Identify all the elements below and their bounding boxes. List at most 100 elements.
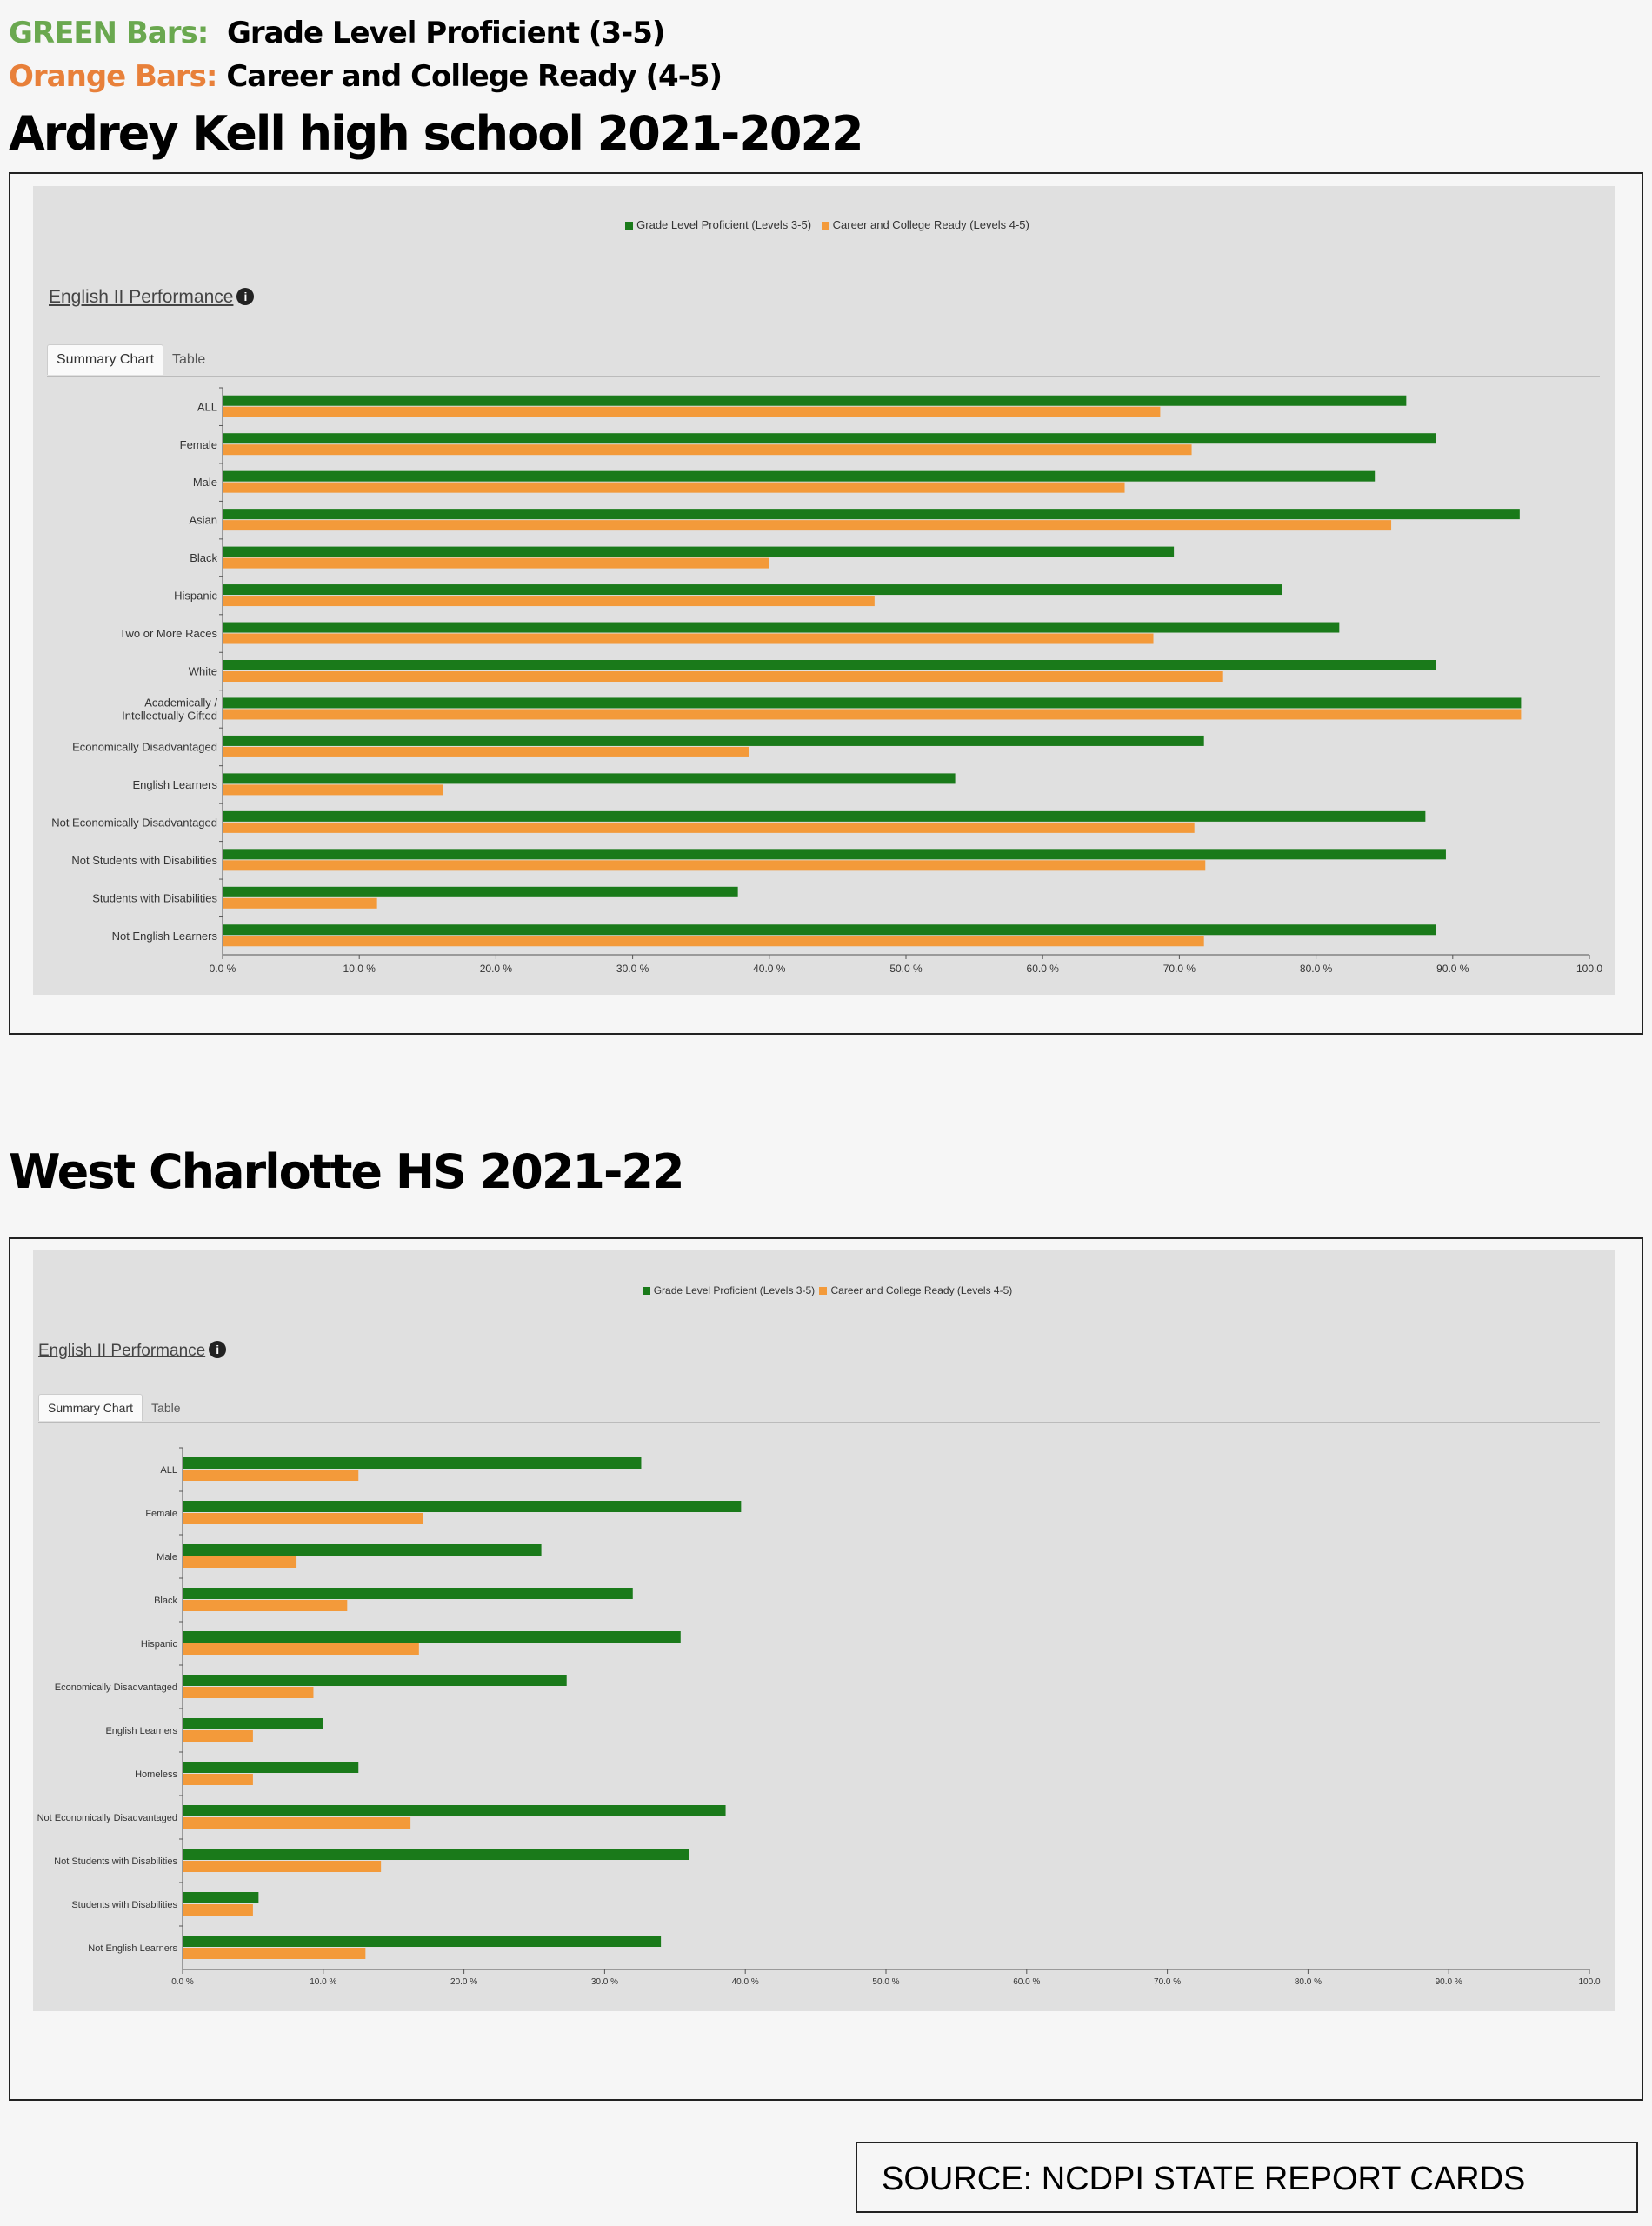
chart-box-1: Grade Level Proficient (Levels 3-5) Care… xyxy=(9,172,1643,1035)
chart-panel-1: Grade Level Proficient (Levels 3-5) Care… xyxy=(33,186,1615,995)
category-label: Male xyxy=(193,476,217,489)
category-label: ALL xyxy=(160,1465,177,1476)
category-label: Not Economically Disadvantaged xyxy=(37,1813,177,1823)
category-label: Academically / xyxy=(144,696,217,710)
orange-key: Orange Bars: Career and College Ready (4… xyxy=(9,59,723,94)
bar-career-college-ready xyxy=(183,1600,348,1611)
legend-swatch-green xyxy=(625,222,634,230)
category-label: Economically Disadvantaged xyxy=(72,740,217,753)
bar-career-college-ready xyxy=(223,822,1195,833)
bar-chart-2: ALL Female Male Black Hispanic Economically D… xyxy=(37,1447,1601,1987)
category-label: Asian xyxy=(189,514,217,527)
performance-title-link[interactable]: English II Performance i xyxy=(38,1341,227,1361)
performance-title-link[interactable]: English II Performance i xyxy=(49,287,255,308)
bar-career-college-ready xyxy=(223,596,875,607)
bar-grade-level-proficient xyxy=(223,395,1407,406)
bar-grade-level-proficient xyxy=(183,1631,681,1643)
x-tick-label: 40.0 % xyxy=(753,963,786,975)
green-key-desc: Grade Level Proficient (3-5) xyxy=(226,16,665,50)
bar-grade-level-proficient xyxy=(223,509,1520,520)
bar-grade-level-proficient xyxy=(183,1762,359,1773)
x-tick-label: 30.0 % xyxy=(591,1977,618,1987)
x-tick-label: 50.0 % xyxy=(872,1977,899,1987)
x-tick-label: 60.0 % xyxy=(1013,1977,1040,1987)
x-tick-label: 100.0 xyxy=(1578,1977,1600,1987)
bar-grade-level-proficient xyxy=(223,433,1436,444)
orange-key-label: Orange Bars: xyxy=(9,59,218,94)
info-icon[interactable]: i xyxy=(209,1341,227,1358)
bar-career-college-ready xyxy=(183,1774,253,1785)
bar-grade-level-proficient xyxy=(183,1501,742,1512)
x-tick-label: 40.0 % xyxy=(732,1977,759,1987)
bar-career-college-ready xyxy=(183,1470,359,1481)
chart-box-2: Grade Level Proficient (Levels 3-5) Care… xyxy=(9,1237,1643,2101)
bar-career-college-ready xyxy=(223,406,1161,417)
x-tick-label: 50.0 % xyxy=(889,963,923,975)
tab-summary-chart[interactable]: Summary Chart xyxy=(38,1394,143,1421)
chart-panel-2: Grade Level Proficient (Levels 3-5) Care… xyxy=(33,1250,1615,2011)
category-label: Hispanic xyxy=(141,1639,178,1650)
bar-grade-level-proficient xyxy=(183,1892,259,1903)
x-tick-label: 10.0 % xyxy=(310,1977,336,1987)
bar-grade-level-proficient xyxy=(223,546,1175,557)
performance-title[interactable]: English II Performance xyxy=(38,1342,206,1360)
category-label: Black xyxy=(190,551,217,564)
bar-grade-level-proficient xyxy=(183,1805,726,1816)
x-tick-label: 30.0 % xyxy=(616,963,649,975)
bar-grade-level-proficient xyxy=(223,849,1446,860)
bar-career-college-ready xyxy=(183,1730,253,1742)
school-title-1: Ardrey Kell high school 2021-2022 xyxy=(9,106,864,161)
tab-table[interactable]: Table xyxy=(172,352,206,367)
bar-grade-level-proficient xyxy=(183,1544,542,1556)
bar-chart-1: ALL Female Male Asian Black Hispanic Two or Mo… xyxy=(51,387,1602,975)
bar-grade-level-proficient xyxy=(223,886,738,897)
x-tick-label: 20.0 % xyxy=(480,963,513,975)
category-label: Economically Disadvantaged xyxy=(55,1683,177,1693)
bar-grade-level-proficient xyxy=(183,1936,662,1947)
legend-swatch-orange xyxy=(819,1287,828,1296)
category-label: English Learners xyxy=(132,778,217,791)
bar-grade-level-proficient xyxy=(223,924,1436,936)
bar-career-college-ready xyxy=(223,784,443,796)
bar-career-college-ready xyxy=(223,709,1522,720)
bar-career-college-ready xyxy=(183,1556,297,1568)
info-icon[interactable]: i xyxy=(236,288,255,305)
bar-career-college-ready xyxy=(223,444,1192,456)
bar-career-college-ready xyxy=(223,520,1392,531)
performance-title[interactable]: English II Performance xyxy=(49,287,234,307)
legend-item-orange: Career and College Ready (Levels 4-5) xyxy=(830,1284,1013,1296)
category-label: English Learners xyxy=(105,1726,177,1736)
bar-career-college-ready xyxy=(223,557,769,569)
category-label: Students with Disabilities xyxy=(71,1900,177,1910)
bar-career-college-ready xyxy=(183,1948,366,1959)
school-title-2: West Charlotte HS 2021-22 xyxy=(9,1144,685,1199)
x-tick-label: 100.0 xyxy=(1576,963,1602,975)
bar-career-college-ready xyxy=(223,482,1125,493)
tab-bar-1: Summary Chart Table xyxy=(47,344,1600,377)
category-label: Intellectually Gifted xyxy=(122,710,217,723)
bar-career-college-ready xyxy=(183,1904,253,1916)
category-label: Not Students with Disabilities xyxy=(54,1856,177,1867)
bar-career-college-ready xyxy=(223,746,749,757)
category-label: Black xyxy=(154,1596,177,1606)
bar-career-college-ready xyxy=(183,1513,423,1524)
x-tick-label: 60.0 % xyxy=(1027,963,1060,975)
bar-grade-level-proficient xyxy=(183,1849,689,1860)
legend-2: Grade Level Proficient (Levels 3-5) Care… xyxy=(33,1284,1615,1296)
bar-career-college-ready xyxy=(183,1817,411,1829)
category-label: Hispanic xyxy=(174,590,217,603)
category-label: Two or More Races xyxy=(119,627,217,640)
legend-swatch-green xyxy=(642,1287,650,1296)
tab-bar-2: Summary Chart Table xyxy=(38,1394,1600,1423)
tab-table[interactable]: Table xyxy=(151,1401,181,1415)
x-tick-label: 10.0 % xyxy=(343,963,376,975)
bar-grade-level-proficient xyxy=(223,773,956,784)
x-tick-label: 80.0 % xyxy=(1300,963,1333,975)
tab-summary-chart[interactable]: Summary Chart xyxy=(47,344,164,375)
bar-grade-level-proficient xyxy=(183,1588,633,1599)
legend-swatch-orange xyxy=(821,222,829,230)
category-label: Female xyxy=(145,1509,177,1519)
bar-grade-level-proficient xyxy=(183,1675,567,1686)
category-label: Students with Disabilities xyxy=(92,891,217,904)
green-key-label: GREEN Bars: xyxy=(9,16,209,50)
